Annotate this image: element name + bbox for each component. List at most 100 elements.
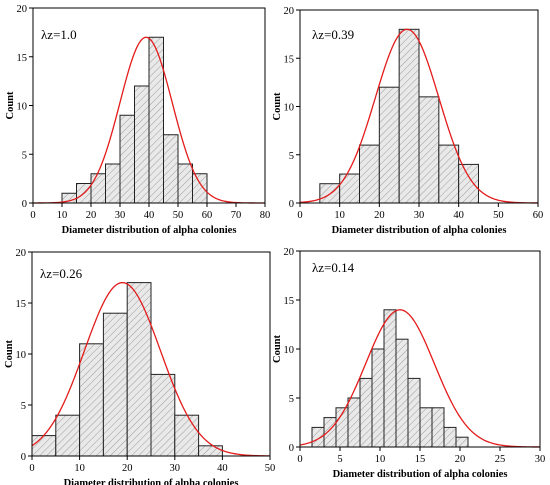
x-tick-label: 60 [533, 210, 544, 221]
y-tick-label: 5 [22, 150, 27, 161]
histogram-bar [192, 173, 208, 204]
histogram-bar [119, 114, 135, 204]
histogram-bar [395, 338, 409, 448]
histogram-bar [407, 377, 421, 448]
y-tick-label: 5 [289, 151, 294, 162]
y-axis-label: Count [272, 334, 283, 363]
histogram-bar [438, 144, 460, 204]
histogram-panel-3: 0 10 20 30 40 50 0 5 10 15 20 Diameter distribution… [4, 248, 275, 485]
x-tick-label: 0 [29, 463, 34, 474]
histogram-bar [311, 426, 325, 448]
histogram-bar [102, 312, 128, 457]
histogram-panel-1: 0 10 20 30 40 50 60 70 80 0 5 10 15 20 Diameter distri… [5, 4, 270, 236]
histogram-bar [163, 134, 179, 204]
histogram-bar [323, 417, 337, 448]
x-tick-label: 30 [414, 210, 425, 221]
histogram-bar [105, 163, 121, 204]
histogram-bar [174, 414, 200, 457]
histogram-bar [371, 348, 385, 448]
histogram-bar [55, 414, 81, 457]
x-tick-label: 20 [374, 210, 385, 221]
histogram-bar [419, 407, 433, 448]
x-tick-label: 40 [144, 210, 155, 221]
y-tick-label: 20 [17, 4, 28, 15]
histogram-bar [90, 173, 106, 204]
x-tick-label: 20 [455, 454, 466, 465]
x-tick-label: 50 [265, 463, 276, 474]
x-axis-label: Diameter distribution of alpha colonies [333, 469, 508, 480]
y-tick-label: 20 [284, 6, 295, 17]
x-tick-label: 30 [535, 454, 546, 465]
x-tick-label: 70 [231, 210, 242, 221]
x-tick-label: 20 [86, 210, 97, 221]
x-tick-label: 30 [115, 210, 126, 221]
x-tick-label: 0 [297, 454, 302, 465]
lambda-annotation: λz=0.14 [312, 260, 355, 275]
y-axis-label: Count [5, 91, 16, 120]
normal-fit-curve [31, 281, 271, 457]
histogram-bar [339, 173, 360, 204]
histogram-bar [177, 163, 193, 204]
y-tick-label: 10 [17, 102, 28, 113]
histogram-bar [31, 435, 57, 457]
x-tick-label: 5 [337, 454, 342, 465]
x-tick-label: 15 [415, 454, 426, 465]
y-tick-label: 0 [21, 452, 26, 463]
x-axis-label: Diameter distribution of alpha colonies [64, 478, 239, 485]
y-tick-label: 20 [284, 247, 295, 258]
x-tick-label: 0 [297, 210, 302, 221]
x-tick-label: 0 [30, 210, 35, 221]
histogram-bar [458, 163, 479, 204]
histogram-panel-4: 0 5 10 15 20 25 30 0 5 10 15 20 Diameter distributio… [272, 247, 545, 480]
x-axis-label: Diameter distribution of alpha colonies [332, 225, 507, 236]
lambda-annotation: λz=0.26 [40, 266, 83, 281]
x-tick-label: 50 [173, 210, 184, 221]
x-tick-label: 20 [122, 463, 133, 474]
x-axis-label: Diameter distribution of alpha colonies [62, 225, 237, 236]
y-tick-label: 10 [16, 350, 27, 361]
histogram-bar [398, 28, 420, 204]
normal-fit-curve [299, 309, 541, 448]
histogram-bar [359, 377, 373, 448]
y-axis-label: Count [272, 92, 283, 121]
histogram-bar [347, 397, 361, 448]
x-tick-label: 50 [493, 210, 504, 221]
x-tick-label: 10 [74, 463, 85, 474]
histogram-bar [443, 426, 457, 448]
y-tick-label: 5 [21, 401, 26, 412]
histogram-bar [79, 343, 104, 457]
normal-fit-curve [299, 28, 538, 204]
y-tick-label: 10 [284, 103, 295, 114]
x-tick-label: 80 [260, 210, 271, 221]
x-tick-label: 30 [170, 463, 181, 474]
histogram-bar [150, 373, 176, 457]
histogram-bar [359, 144, 380, 204]
y-tick-label: 10 [284, 345, 295, 356]
y-tick-label: 0 [289, 199, 294, 210]
histogram-bar [418, 96, 440, 204]
normal-fit-curve [32, 36, 265, 204]
y-tick-label: 15 [17, 53, 28, 64]
y-tick-label: 15 [16, 299, 27, 310]
histogram-bar [431, 407, 445, 448]
x-tick-label: 60 [202, 210, 213, 221]
x-tick-label: 10 [375, 454, 386, 465]
histogram-bar [198, 445, 223, 457]
histogram-panel-2: 0 10 20 30 40 50 60 0 5 10 15 20 Diameter distributi… [272, 6, 543, 236]
lambda-annotation: λz=1.0 [41, 27, 77, 42]
x-tick-label: 10 [57, 210, 68, 221]
y-tick-label: 15 [284, 296, 295, 307]
x-tick-label: 25 [495, 454, 506, 465]
y-tick-label: 5 [289, 394, 294, 405]
y-axis-label: Count [4, 339, 15, 368]
x-tick-label: 40 [217, 463, 228, 474]
y-tick-label: 20 [16, 248, 27, 259]
histogram-bar [378, 86, 400, 204]
y-tick-label: 15 [284, 54, 295, 65]
histogram-bar [383, 309, 397, 448]
histogram-bar [455, 436, 469, 448]
x-tick-label: 40 [453, 210, 464, 221]
histogram-bar [134, 85, 150, 204]
histogram-bar [126, 282, 152, 457]
